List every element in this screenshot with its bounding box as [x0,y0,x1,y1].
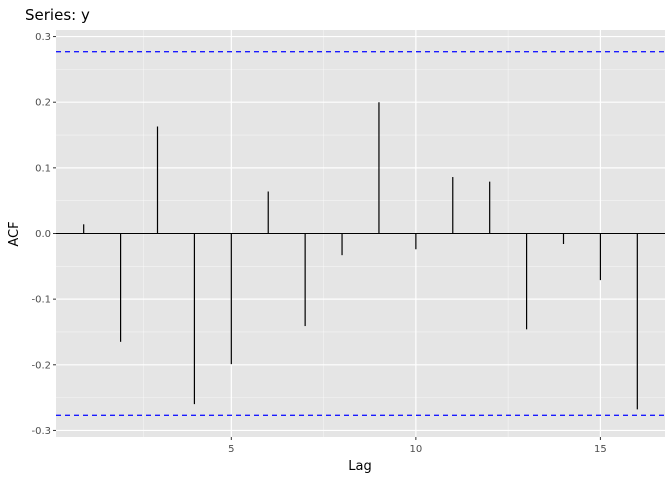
y-tick-label: 0.0 [35,229,51,240]
y-tick-label: -0.1 [31,295,51,306]
y-tick-label: 0.3 [35,32,51,43]
y-tick-label: 0.2 [35,98,51,109]
x-axis-ticks: 5 10 15 [228,437,607,455]
acf-bars [83,102,638,410]
x-tick-label: 10 [409,444,422,455]
y-tick-label: 0.1 [35,163,51,174]
chart-title: Series: y [25,6,90,24]
y-axis-ticks: -0.3 -0.2 -0.1 0.0 0.1 0.2 0.3 [31,32,56,437]
confidence-bounds [56,50,665,417]
x-axis-title: Lag [348,459,371,474]
grid-major [56,30,665,437]
y-tick-label: -0.2 [31,360,51,371]
y-tick-label: -0.3 [31,426,51,437]
x-tick-label: 5 [228,444,234,455]
y-axis-title: ACF [7,221,22,246]
x-tick-label: 15 [594,444,607,455]
